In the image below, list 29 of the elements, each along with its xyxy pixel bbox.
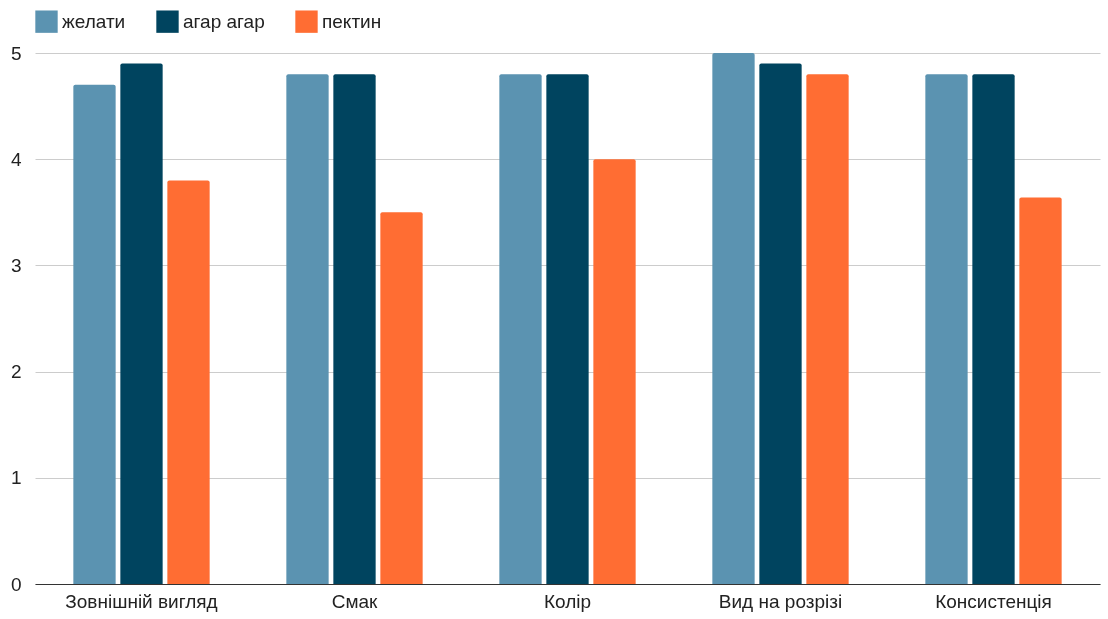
y-tick-label: 4	[10, 148, 22, 170]
x-tick-label: Вид на розрізі	[718, 590, 843, 612]
bar	[380, 212, 423, 584]
legend-label: желати	[62, 10, 126, 32]
y-tick-label: 3	[10, 254, 22, 276]
bar	[546, 74, 589, 584]
bar	[167, 180, 210, 584]
bar	[972, 74, 1015, 584]
bar	[712, 53, 755, 584]
bar	[286, 74, 329, 584]
bar	[759, 63, 802, 584]
bar	[333, 74, 376, 584]
bar	[806, 74, 849, 584]
y-tick-label: 1	[10, 467, 22, 489]
x-tick-label: Смак	[331, 590, 379, 612]
x-tick-label: Зовнішній вигляд	[65, 590, 218, 612]
x-tick-label: Консистенція	[935, 590, 1052, 612]
legend-label: пектин	[322, 10, 382, 32]
bar	[499, 74, 542, 584]
x-tick-label: Колір	[543, 590, 592, 612]
bar	[120, 63, 163, 584]
y-tick-label: 2	[10, 361, 22, 383]
bar	[1019, 197, 1062, 584]
bar	[73, 84, 116, 584]
bar	[593, 159, 636, 584]
legend-label: агар агар	[183, 10, 265, 32]
bar	[925, 74, 968, 584]
y-tick-label: 0	[10, 573, 22, 595]
y-tick-label: 5	[10, 42, 22, 64]
